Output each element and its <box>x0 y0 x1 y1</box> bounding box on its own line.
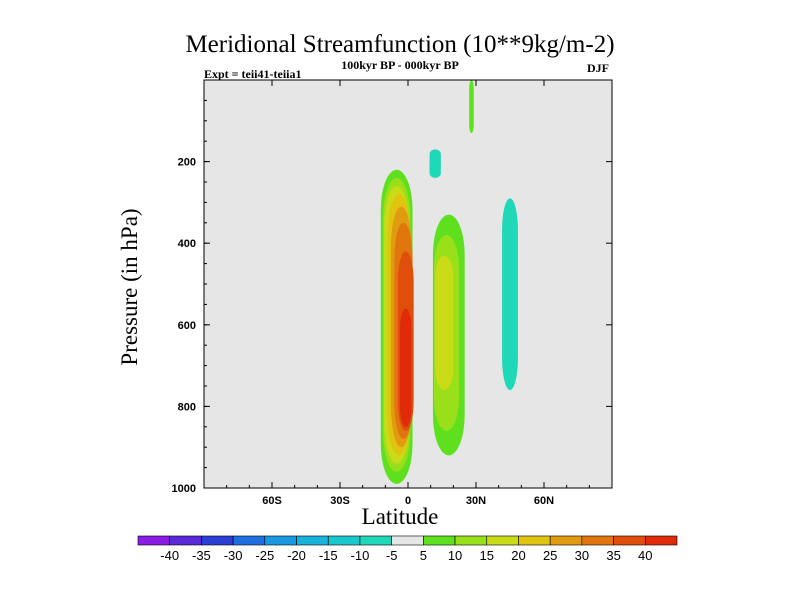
contour-region-1 <box>244 80 250 350</box>
colorbar-box-4 <box>264 535 297 546</box>
y-tick-label: 600 <box>178 320 196 332</box>
colorbar-box-1 <box>169 535 202 546</box>
colorbar-box-7 <box>359 535 392 546</box>
colorbar-box-2 <box>201 535 234 546</box>
colorbar-box-5 <box>296 535 329 546</box>
colorbar-label: -25 <box>255 548 274 563</box>
colorbar-box-10 <box>454 535 488 546</box>
colorbar-label: 15 <box>480 548 494 563</box>
colorbar-label: 40 <box>638 548 652 563</box>
x-tick-label: 60N <box>534 495 554 507</box>
colorbar-label: 20 <box>511 548 525 563</box>
colorbar-label: -15 <box>319 548 338 563</box>
colorbar-box-11 <box>486 535 519 546</box>
y-tick-label: 400 <box>178 238 196 250</box>
colorbar-box-13 <box>549 535 583 546</box>
chart-subtitle: 100kyr BP - 000kyr BP <box>341 58 459 72</box>
colorbar-label: -5 <box>386 548 398 563</box>
x-tick-label: 0 <box>405 495 411 507</box>
colorbar-label: -40 <box>160 548 179 563</box>
contour-region-12 <box>435 255 454 391</box>
colorbar-label: -35 <box>192 548 211 563</box>
colorbar-box-16 <box>644 535 678 546</box>
contour-region-17 <box>469 80 474 134</box>
contour-region-9 <box>400 308 412 427</box>
chart-title: Meridional Streamfunction (10**9kg/m-2) <box>185 31 615 58</box>
y-tick-label: 200 <box>178 157 196 169</box>
colorbar-box-0 <box>137 535 171 546</box>
x-axis-title: Latitude <box>361 504 439 529</box>
colorbar-box-15 <box>613 535 646 546</box>
colorbar-label: -10 <box>351 548 370 563</box>
y-tick-label: 800 <box>178 401 196 413</box>
colorbar-box-9 <box>423 535 456 546</box>
colorbar-label: 25 <box>543 548 557 563</box>
colorbar-box-6 <box>327 535 361 546</box>
contour-region-14 <box>429 149 441 178</box>
colorbar-box-8 <box>391 535 424 546</box>
x-tick-label: 60S <box>262 495 282 507</box>
season-label: DJF <box>587 61 609 75</box>
colorbar-box-14 <box>581 535 614 546</box>
colorbar-label: 35 <box>606 548 620 563</box>
colorbar-label: -30 <box>224 548 243 563</box>
colorbar-box-12 <box>518 535 551 546</box>
colorbar-label: -20 <box>287 548 306 563</box>
contour-group <box>232 80 524 484</box>
contour-region-0 <box>232 80 240 382</box>
y-tick-label: 1000 <box>172 483 196 495</box>
x-tick-label: 30S <box>330 495 350 507</box>
colorbar-box-3 <box>232 535 266 546</box>
colorbar-label: 5 <box>420 548 427 563</box>
contour-region-16 <box>502 198 518 391</box>
x-tick-label: 30N <box>466 495 486 507</box>
experiment-label: Expt = teii41-teiia1 <box>204 67 302 81</box>
colorbar-label: 10 <box>448 548 462 563</box>
colorbar-label: 30 <box>575 548 589 563</box>
